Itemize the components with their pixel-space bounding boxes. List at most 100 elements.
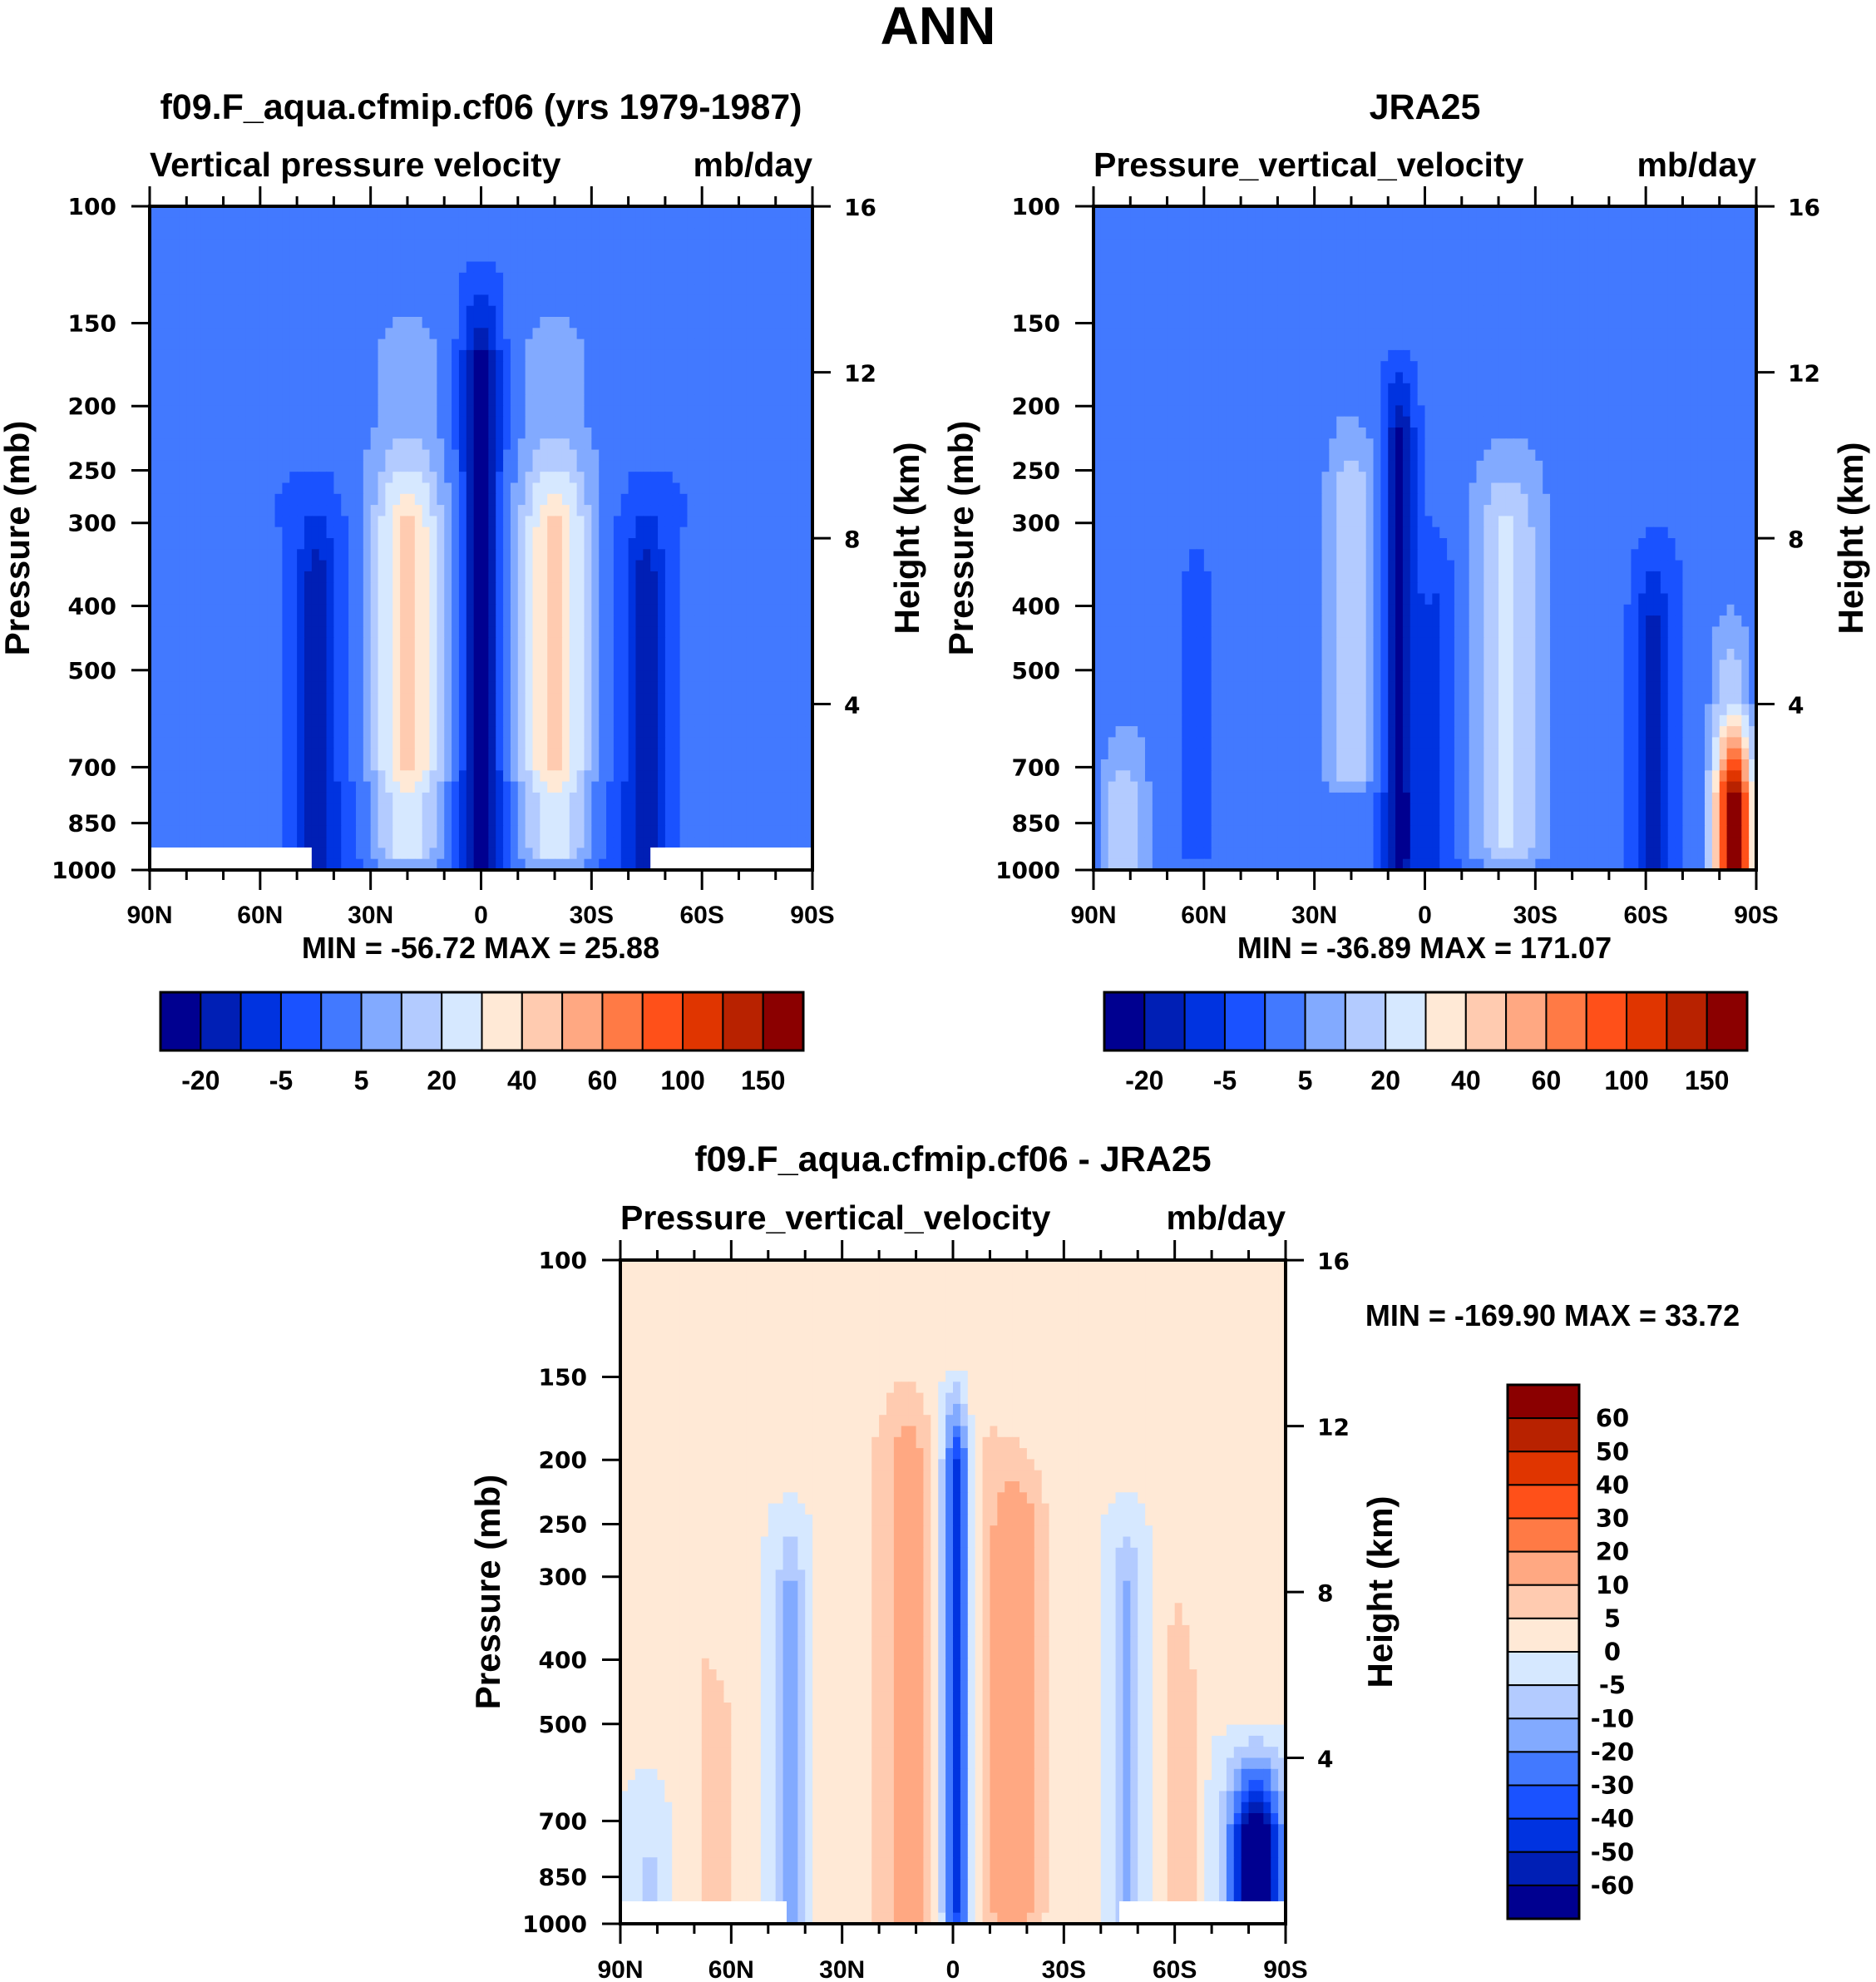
contour-cell — [679, 593, 689, 605]
contour-cell — [156, 803, 165, 816]
contour-cell — [540, 582, 548, 595]
contour-cell — [672, 416, 681, 428]
contour-cell — [378, 482, 386, 495]
contour-cell — [496, 681, 504, 694]
contour-cell — [540, 405, 548, 418]
contour-cell — [437, 372, 445, 384]
contour-cell — [171, 449, 180, 462]
contour-cell — [510, 206, 519, 218]
contour-cell — [702, 670, 710, 683]
contour-cell — [738, 526, 747, 539]
contour-cell — [311, 361, 320, 373]
contour-cell — [805, 472, 813, 484]
contour-cell — [363, 361, 372, 373]
contour-cell — [245, 261, 254, 274]
contour-cell — [318, 472, 328, 484]
contour-cell — [200, 681, 210, 694]
contour-cell — [738, 681, 747, 694]
contour-cell — [687, 714, 695, 727]
contour-cell — [318, 383, 328, 395]
contour-cell — [496, 250, 504, 263]
contour-cell — [650, 615, 659, 627]
contour-cell — [753, 460, 762, 472]
contour-cell — [790, 704, 798, 716]
contour-cell — [194, 428, 202, 439]
contour-cell — [156, 593, 165, 605]
contour-cell — [584, 649, 592, 660]
contour-cell — [156, 217, 165, 230]
contour-cell — [569, 328, 578, 340]
contour-cell — [768, 472, 777, 484]
contour-cell — [782, 781, 792, 793]
contour-cell — [282, 460, 290, 472]
contour-cell — [481, 493, 489, 506]
contour-cell — [606, 516, 615, 528]
contour-cell — [230, 505, 239, 517]
contour-cell — [694, 726, 703, 738]
contour-cell — [723, 770, 733, 783]
contour-cell — [407, 206, 416, 218]
contour-cell — [664, 206, 674, 218]
contour-cell — [414, 737, 423, 749]
contour-cell — [503, 538, 511, 550]
contour-cell — [223, 781, 232, 793]
contour-cell — [746, 394, 754, 406]
contour-cell — [407, 482, 416, 495]
contour-cell — [200, 516, 210, 528]
contour-cell — [761, 516, 769, 528]
contour-cell — [437, 460, 445, 472]
contour-cell — [525, 339, 534, 351]
contour-cell — [326, 317, 334, 329]
contour-cell — [289, 538, 298, 550]
contour-cell — [333, 759, 342, 771]
contour-cell — [525, 328, 534, 340]
contour-cell — [400, 272, 408, 284]
contour-cell — [458, 759, 467, 771]
contour-cell — [679, 239, 689, 251]
contour-cell — [215, 637, 225, 650]
contour-cell — [179, 681, 187, 694]
contour-cell — [753, 714, 762, 727]
contour-cell — [473, 615, 482, 627]
contour-cell — [282, 781, 290, 793]
contour-cell — [702, 449, 710, 462]
contour-cell — [532, 272, 541, 284]
contour-cell — [348, 482, 357, 495]
contour-cell — [333, 217, 342, 230]
contour-cell — [370, 792, 379, 804]
contour-cell — [532, 383, 541, 395]
contour-cell — [753, 637, 762, 650]
contour-cell — [282, 604, 290, 616]
contour-cell — [481, 228, 489, 240]
contour-cell — [709, 604, 718, 616]
contour-cell — [348, 649, 357, 660]
contour-cell — [561, 582, 570, 595]
contour-cell — [775, 615, 784, 627]
contour-cell — [311, 239, 320, 251]
contour-cell — [348, 681, 357, 694]
contour-cell — [650, 781, 659, 793]
contour-cell — [517, 317, 526, 329]
contour-cell — [620, 582, 629, 595]
contour-cell — [694, 261, 703, 274]
contour-cell — [716, 317, 725, 329]
contour-cell — [179, 206, 187, 218]
contour-cell — [194, 482, 202, 495]
contour-cell — [606, 294, 615, 307]
contour-cell — [664, 626, 674, 639]
contour-cell — [282, 305, 290, 318]
contour-cell — [179, 571, 187, 583]
contour-cell — [407, 538, 416, 550]
contour-cell — [584, 438, 592, 451]
contour-cell — [679, 604, 689, 616]
contour-cell — [797, 670, 806, 683]
contour-cell — [555, 737, 563, 749]
contour-cell — [392, 637, 401, 650]
contour-cell — [230, 814, 239, 827]
contour-cell — [525, 239, 534, 251]
contour-cell — [392, 394, 401, 406]
contour-cell — [156, 770, 165, 783]
contour-cell — [672, 361, 681, 373]
contour-cell — [782, 394, 792, 406]
contour-cell — [488, 294, 496, 307]
